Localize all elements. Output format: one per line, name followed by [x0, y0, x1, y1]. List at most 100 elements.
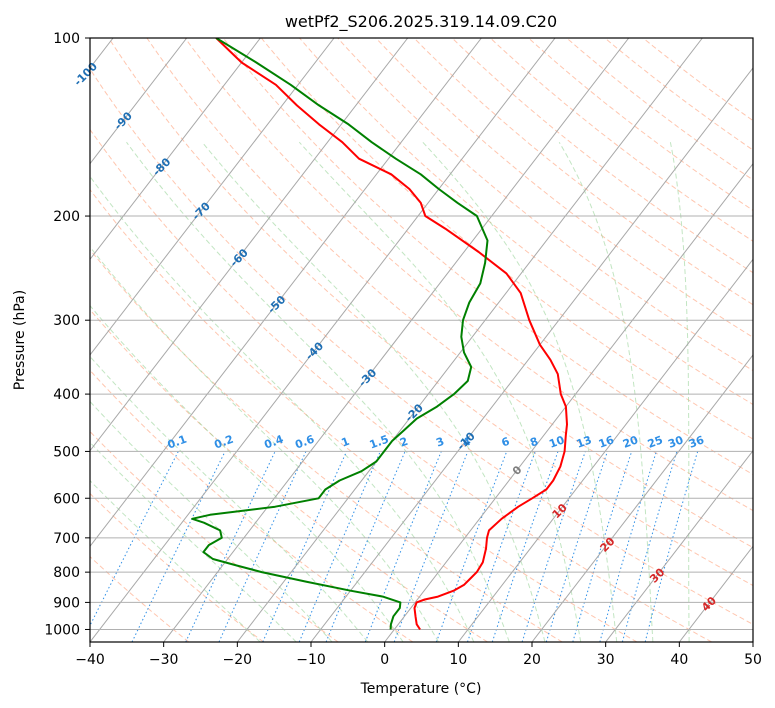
dry-adiabat — [90, 309, 488, 642]
mixing-ratio-label: 25 — [646, 433, 665, 450]
y-tick-label: 800 — [53, 565, 80, 581]
mixing-ratio-line — [621, 451, 678, 642]
isotherm-line — [90, 38, 188, 165]
y-tick-label: 500 — [53, 444, 80, 460]
moist-adiabat — [298, 141, 582, 642]
dry-adiabat — [566, 38, 753, 181]
isotherm-line — [90, 38, 409, 452]
isotherm-label: -30 — [356, 366, 379, 389]
moist-adiabat — [669, 142, 690, 642]
mixing-ratio-line — [298, 451, 381, 642]
dewpoint-profile-line — [191, 38, 489, 630]
isotherm-line — [90, 38, 335, 356]
y-tick-label: 200 — [53, 209, 80, 225]
plot-frame — [89, 37, 754, 643]
dry-adiabat — [108, 38, 753, 587]
x-axis-title: Temperature (°C) — [360, 681, 482, 697]
mixing-ratio-label: 0.4 — [263, 433, 286, 452]
isotherm-line — [163, 38, 630, 642]
isotherm-line — [678, 545, 753, 642]
mixing-ratio-labels: 0.1 0.2 0.4 0.6 1 1.5 2 3 4 6 8 10 13 16 20 25 30 36 — [166, 433, 707, 452]
isotherm-label: -60 — [228, 246, 251, 269]
mixing-ratio-line — [325, 451, 406, 642]
sounding-profiles — [191, 38, 568, 631]
temperature-profile-line — [215, 38, 568, 631]
mixing-ratio-label: 8 — [528, 435, 540, 450]
y-tick-label: 900 — [53, 595, 80, 611]
dry-adiabat — [413, 38, 753, 306]
dry-adiabat — [528, 38, 753, 211]
isotherm-label: -80 — [150, 155, 173, 178]
moist-adiabat — [90, 400, 333, 642]
isotherm-label: -50 — [265, 293, 288, 316]
isotherm-label: 40 — [699, 594, 719, 614]
mixing-ratio-label: 3 — [434, 435, 446, 450]
isotherm-line — [384, 162, 753, 642]
mixing-ratio-label: 30 — [666, 433, 685, 451]
dry-adiabat — [90, 128, 712, 642]
y-tick-label: 100 — [53, 31, 80, 47]
y-tick-label: 600 — [53, 491, 80, 507]
mixing-ratio-label: 0.6 — [293, 433, 316, 452]
moist-adiabat — [90, 175, 475, 642]
moist-adiabat — [422, 141, 618, 642]
y-axis-title: Pressure (hPa) — [12, 290, 28, 390]
dry-adiabat — [90, 248, 563, 642]
x-tick-label: −30 — [149, 652, 179, 668]
y-tick-label: 400 — [53, 387, 80, 403]
isotherm-label: -70 — [190, 199, 213, 222]
mixing-ratio-label: 36 — [687, 433, 706, 451]
mixing-ratio-label: 13 — [575, 433, 594, 450]
isotherm-line — [90, 38, 482, 548]
isotherm-line — [90, 38, 261, 261]
mixing-ratio-line — [364, 451, 442, 642]
y-tick-label: 1000 — [44, 622, 80, 638]
dry-adiabat — [642, 38, 753, 122]
x-tick-label: 50 — [744, 652, 762, 668]
dry-adiabat — [451, 38, 753, 274]
mixing-ratio-line — [262, 451, 348, 642]
moist-adiabat — [90, 441, 297, 642]
mixing-ratio-line — [467, 451, 536, 642]
moist-adiabat — [201, 141, 546, 642]
moist-adiabat — [126, 141, 510, 642]
dry-adiabat — [222, 38, 753, 476]
x-tick-label: 40 — [670, 652, 688, 668]
mixing-ratio-line — [393, 451, 469, 642]
x-tick-label: 20 — [523, 652, 541, 668]
isotherm-line — [752, 641, 753, 642]
x-tick-label: 0 — [380, 652, 389, 668]
isotherm-line — [236, 38, 703, 642]
mixing-ratio-label: 10 — [547, 433, 566, 451]
x-tick-label: 30 — [597, 652, 615, 668]
isotherm-line — [90, 38, 556, 642]
isotherm-line — [310, 67, 753, 642]
grid-lines — [90, 38, 753, 642]
mixing-ratio-line — [131, 451, 226, 642]
mixing-ratio-line — [644, 451, 699, 642]
mixing-ratio-label: 0.2 — [213, 433, 236, 452]
isotherm-line — [457, 258, 753, 642]
y-tick-label: 700 — [53, 531, 80, 547]
mixing-ratio-line — [491, 451, 559, 642]
moist-adiabat — [90, 304, 404, 642]
x-tick-label: −10 — [296, 652, 326, 668]
isotherm-label: -90 — [112, 109, 135, 132]
mixing-ratio-label: 1 — [340, 435, 352, 450]
isotherm-label: -40 — [303, 339, 326, 362]
isotherm-label: -10 — [455, 429, 478, 452]
mixing-ratio-label: 0.1 — [166, 433, 189, 452]
dry-adiabat — [184, 38, 753, 512]
dry-adiabat — [90, 68, 753, 625]
axes: −40 −30 −20 −10 0 10 20 30 40 5010020030040050060… — [44, 31, 762, 668]
moist-adiabat — [558, 141, 654, 642]
moist-adiabat — [90, 479, 261, 642]
x-tick-label: −20 — [223, 652, 253, 668]
dry-adiabat — [90, 188, 638, 642]
mixing-ratio-label: 6 — [500, 435, 512, 450]
isotherm-line — [531, 354, 753, 642]
y-tick-label: 300 — [53, 313, 80, 329]
isotherm-line — [605, 449, 753, 642]
mixing-ratio-line — [218, 451, 307, 642]
